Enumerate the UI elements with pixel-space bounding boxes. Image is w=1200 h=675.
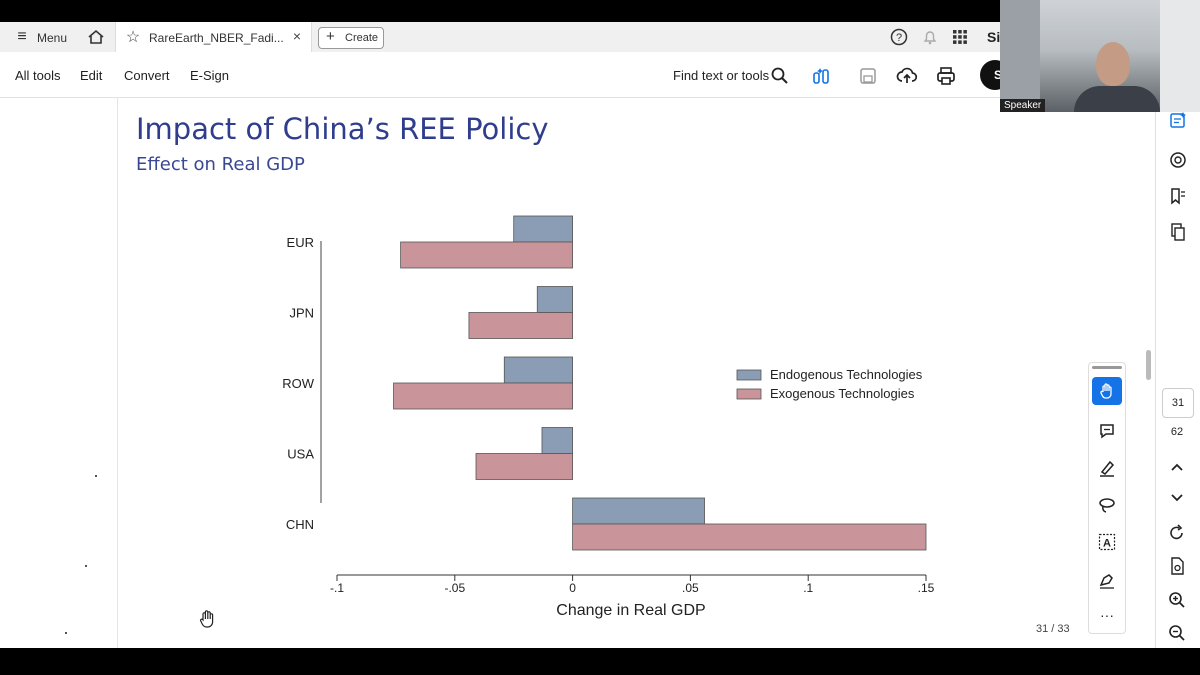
x-tick-label: .1 <box>803 581 813 595</box>
bar-eur-exogenous <box>400 241 574 269</box>
quick-tools-panel: A ··· <box>1088 362 1126 634</box>
stray-dot <box>95 475 97 477</box>
category-label-eur: EUR <box>287 235 314 250</box>
home-icon[interactable] <box>86 27 106 47</box>
x-tick-label: -.05 <box>444 581 465 595</box>
user-initial: S <box>994 68 1003 82</box>
slide-subtitle: Effect on Real GDP <box>136 154 305 175</box>
bar-jpn-exogenous <box>468 312 574 339</box>
main-toolbar: All tools Edit Convert E-Sign Find text … <box>0 52 1010 98</box>
create-label: Create <box>345 32 379 44</box>
more-options-icon[interactable]: ··· <box>1100 607 1114 623</box>
stray-dot <box>65 632 67 634</box>
text-box-icon[interactable]: A <box>1095 530 1119 554</box>
print-icon[interactable] <box>935 65 957 87</box>
pages-icon[interactable] <box>1168 222 1188 242</box>
apps-grid-icon[interactable] <box>951 28 969 46</box>
zoom-out-icon[interactable] <box>1167 623 1187 643</box>
svg-text:?: ? <box>896 32 902 44</box>
create-button[interactable]: + Create <box>318 27 384 49</box>
rotate-icon[interactable] <box>1167 523 1187 543</box>
page-properties-icon[interactable] <box>1167 556 1187 576</box>
chevron-up-icon[interactable] <box>1167 458 1187 476</box>
category-label-usa: USA <box>287 447 314 462</box>
save-icon[interactable] <box>858 66 878 86</box>
category-label-jpn: JPN <box>289 306 314 321</box>
convert-menu[interactable]: Convert <box>124 68 170 83</box>
bookmark-icon[interactable] <box>1168 186 1188 206</box>
speaker-head <box>1096 42 1130 86</box>
video-door-frame <box>1000 0 1040 112</box>
gdp-bar-chart: EUR JPN ROW USA CHN -.1 -.05 0 .05 .1 .15 Change … <box>282 215 935 619</box>
hamburger-icon[interactable]: ≡ <box>17 28 27 45</box>
hand-cursor-icon <box>198 608 218 630</box>
bar-chn-endogenous <box>572 497 705 525</box>
bottom-bar <box>0 648 1200 675</box>
star-icon[interactable]: ☆ <box>125 29 141 46</box>
hand-tool-icon[interactable] <box>1092 377 1122 405</box>
x-tick-label: .05 <box>682 581 699 595</box>
bar-eur-endogenous <box>513 215 574 243</box>
document-tab[interactable]: ☆ RareEarth_NBER_Fadi... × <box>115 22 312 52</box>
category-label-chn: CHN <box>286 517 314 532</box>
x-tick-label: .15 <box>918 581 935 595</box>
plus-icon: + <box>326 28 335 45</box>
x-tick-label: 0 <box>569 581 576 595</box>
upload-cloud-icon[interactable] <box>896 65 918 87</box>
legend: Endogenous Technologies Exogenous Techno… <box>736 367 923 401</box>
chevron-down-icon[interactable] <box>1167 489 1187 507</box>
zoom-in-icon[interactable] <box>1167 590 1187 610</box>
bell-icon[interactable] <box>920 27 940 47</box>
esign-menu[interactable]: E-Sign <box>190 68 230 83</box>
total-pages: 62 <box>1170 426 1184 438</box>
x-axis-label: Change in Real GDP <box>556 602 705 619</box>
search-icon[interactable] <box>770 66 790 86</box>
speaker-label: Speaker <box>1000 99 1046 112</box>
document-page: Impact of China’s REE Policy Effect on R… <box>118 98 1086 648</box>
sign-in-truncated[interactable]: Si <box>987 29 1001 45</box>
legend-label-exogenous: Exogenous Technologies <box>770 386 915 401</box>
edit-menu[interactable]: Edit <box>80 68 103 83</box>
bar-chn-exogenous <box>572 523 927 551</box>
right-rail: 31 62 <box>1155 98 1200 648</box>
comment-icon[interactable] <box>1095 419 1119 443</box>
bar-jpn-endogenous <box>536 286 574 313</box>
legend-swatch-exogenous <box>736 388 762 400</box>
tab-bar: ≡ Menu ☆ RareEarth_NBER_Fadi... × + Crea… <box>0 22 1000 53</box>
panel-drag-handle[interactable] <box>1092 366 1122 369</box>
video-window-light <box>1160 0 1200 112</box>
help-icon[interactable]: ? <box>889 27 909 47</box>
bar-usa-exogenous <box>475 453 573 480</box>
x-tick-label: -.1 <box>330 581 344 595</box>
edit-pdf-icon[interactable] <box>1168 110 1188 130</box>
category-label-row: ROW <box>282 376 315 391</box>
highlight-pen-icon[interactable] <box>1095 456 1119 480</box>
current-page-input[interactable]: 31 <box>1162 388 1194 418</box>
page-indicator: 31 / 33 <box>1036 623 1070 635</box>
draw-lasso-icon[interactable] <box>1095 493 1119 517</box>
bar-usa-endogenous <box>541 427 573 454</box>
attachment-icon[interactable] <box>1168 150 1188 170</box>
bar-row-exogenous <box>393 382 574 410</box>
menu-button[interactable]: Menu <box>37 31 68 45</box>
stray-dot <box>85 565 87 567</box>
svg-text:A: A <box>1103 538 1111 550</box>
signature-pen-icon[interactable] <box>1095 568 1119 592</box>
find-tools-label[interactable]: Find text or tools <box>673 68 770 83</box>
bar-row-endogenous <box>503 356 573 384</box>
legend-swatch-endogenous <box>736 369 762 381</box>
close-icon[interactable]: × <box>292 28 302 44</box>
ai-assistant-icon[interactable] <box>811 65 833 87</box>
vertical-scrollbar-thumb[interactable] <box>1146 350 1151 380</box>
left-panel <box>0 98 118 648</box>
slide-title: Impact of China’s REE Policy <box>136 112 549 146</box>
tab-title: RareEarth_NBER_Fadi... <box>149 31 284 45</box>
legend-label-endogenous: Endogenous Technologies <box>770 367 923 382</box>
all-tools-menu[interactable]: All tools <box>15 68 61 83</box>
speaker-video: Speaker <box>1000 0 1200 112</box>
speaker-body <box>1074 86 1160 112</box>
